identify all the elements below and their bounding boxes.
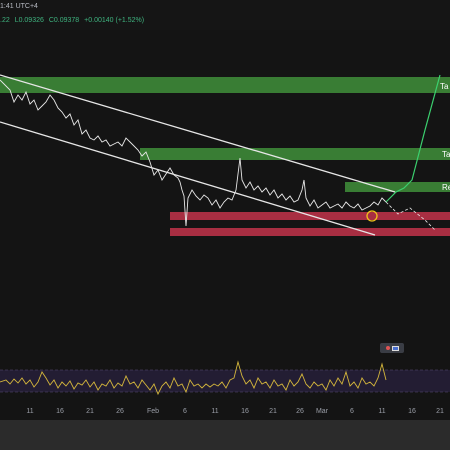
bullish-projection[interactable] [385,74,441,203]
flag-square [391,345,399,351]
x-tick: 16 [408,408,416,415]
price-chart[interactable] [0,30,450,360]
x-tick: 11 [211,408,219,415]
channel-lower-line[interactable] [0,121,376,236]
x-tick: 16 [56,408,64,415]
resistance-zone-label: Re [442,183,450,192]
target-zone-top-label: Ta [440,82,449,91]
flag-dot [385,346,390,350]
target-zone-top[interactable] [0,77,450,93]
x-tick: 11 [378,408,386,415]
ohlc-readout: .22 L0.09326 C0.09378 +0.00140 (+1.52%) [0,15,147,27]
rsi-line [0,360,387,396]
resistance-zone[interactable] [345,182,450,192]
x-tick: 11 [26,408,34,415]
x-tick: 26 [116,408,124,415]
target-zone-mid[interactable] [140,148,450,160]
channel-upper-line[interactable] [0,74,396,193]
x-tick: Feb [146,408,160,415]
chart-header: 1:41 UTC+4 .22 L0.09326 C0.09378 +0.0014… [0,0,450,30]
ohlc-close: C0.09378 [48,17,80,24]
circle-marker-icon [366,210,378,222]
rsi-indicator-pane[interactable] [0,360,450,402]
target-zone-mid-label: Ta [442,150,450,159]
time-label: 1:41 UTC+4 [0,3,38,10]
x-tick: 6 [350,408,354,415]
bearish-projection[interactable] [385,201,436,231]
rsi-band [0,370,450,392]
x-tick: Mar [315,408,329,415]
x-tick: 21 [436,408,444,415]
time-axis: 11 16 21 26 Feb 6 11 16 21 26 Mar 6 11 1… [0,408,450,420]
bottom-panel [0,420,450,450]
flag-icon[interactable] [380,343,404,353]
x-tick: 6 [183,408,187,415]
ohlc-open: .22 [0,17,10,24]
x-tick: 21 [86,408,94,415]
x-tick: 21 [269,408,277,415]
ohlc-change: +0.00140 (+1.52%) [84,17,145,24]
x-tick: 26 [296,408,304,415]
price-line [0,79,387,227]
support-zone-lower[interactable] [170,228,450,236]
x-tick: 16 [241,408,249,415]
ohlc-low: L0.09326 [14,17,44,24]
